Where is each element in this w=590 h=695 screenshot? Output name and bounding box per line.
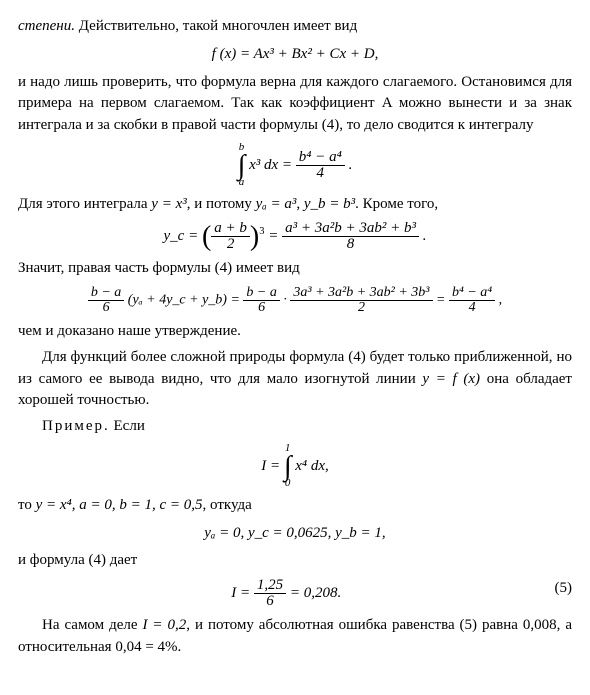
eq-values: yₐ = 0, y_c = 0,0625, y_b = 1, [18, 523, 572, 545]
para-6: Для функций более сложной природы формул… [18, 347, 572, 412]
t: . [423, 228, 427, 244]
t: · [283, 293, 290, 308]
eq-integral-1: b ∫ a x³ dx = b⁴ − a⁴ 4 . [18, 143, 572, 188]
integrand: x³ dx [249, 157, 278, 173]
eq-polynomial: f (x) = Ax³ + Bx² + Cx + D, [18, 44, 572, 66]
n: 1,25 [254, 578, 286, 594]
num: b⁴ − a⁴ [296, 150, 345, 166]
t: , a = 0, b = 1, c = 0,5 [72, 497, 203, 513]
frac: b⁴ − a⁴4 [449, 286, 495, 315]
para-4: Значит, правая часть формулы (4) имеет в… [18, 258, 572, 280]
integral-sign: 1 ∫ 0 [284, 444, 292, 489]
t: Для этого интеграла [18, 196, 151, 212]
frac: b⁴ − a⁴ 4 [296, 150, 345, 181]
d: 6 [243, 301, 279, 315]
lhs: I = [231, 585, 250, 601]
integrand: x⁴ dx, [295, 458, 329, 474]
para-example: Пример. Если [18, 416, 572, 438]
t: I = 0,2 [142, 617, 186, 633]
equation-number: (5) [555, 578, 573, 600]
lower-limit: a [238, 178, 246, 188]
t: Действительно, такой многочлен имеет вид [75, 18, 357, 34]
t: то [18, 497, 36, 513]
t: , откуда [203, 497, 252, 513]
d: 4 [449, 301, 495, 315]
num: a³ + 3a²b + 3ab² + b³ [282, 221, 419, 237]
lhs: I = [261, 458, 280, 474]
t: y = f (x) [422, 371, 480, 387]
frac: b − a6 [88, 286, 124, 315]
num: a + b [211, 221, 250, 237]
eq-result: I = 1,256 = 0,208. (5) [18, 578, 572, 609]
rhs: = 0,208. [290, 585, 341, 601]
para-9: и формула (4) дает [18, 550, 572, 572]
frac: a³ + 3a²b + 3ab² + b³8 [282, 221, 419, 252]
eq: = [282, 157, 296, 173]
d: 6 [88, 301, 124, 315]
den: 4 [296, 166, 345, 181]
n: 3a³ + 3a²b + 3ab² + 3b³ [290, 286, 432, 301]
t: y_b = b³ [304, 196, 355, 212]
den: 2 [211, 237, 250, 252]
d: 6 [254, 594, 286, 609]
t: степени. [18, 18, 75, 34]
t: = [436, 293, 449, 308]
lhs: y_c = [164, 228, 199, 244]
exp: 3 [259, 226, 264, 237]
t: y = x⁴ [36, 497, 72, 513]
t: y = x³ [151, 196, 186, 212]
t: , [499, 293, 503, 308]
n: b − a [88, 286, 124, 301]
t: yₐ = a³ [256, 196, 297, 212]
eq-integral-2: I = 1 ∫ 0 x⁴ dx, [18, 444, 572, 489]
frac: 1,256 [254, 578, 286, 609]
integral-sign: b ∫ a [238, 143, 246, 188]
t: . Кроме того, [355, 196, 438, 212]
lower: 0 [284, 479, 292, 489]
para-1: степени. Действительно, такой многочлен … [18, 16, 572, 38]
para-3: Для этого интеграла y = x³, и потому yₐ … [18, 194, 572, 216]
eq-rhs-4: b − a6 (yₐ + 4y_c + y_b) = b − a6 · 3a³ … [18, 286, 572, 315]
d: 2 [290, 301, 432, 315]
t: Если [110, 418, 145, 434]
n: b − a [243, 286, 279, 301]
frac: 3a³ + 3a²b + 3ab² + 3b³2 [290, 286, 432, 315]
n: b⁴ − a⁴ [449, 286, 495, 301]
t: На самом деле [42, 617, 142, 633]
frac: b − a6 [243, 286, 279, 315]
para-5: чем и доказано наше утверждение. [18, 321, 572, 343]
para-2: и надо лишь проверить, что формула верна… [18, 72, 572, 137]
example-label: Пример. [42, 418, 110, 434]
t: . [349, 157, 353, 173]
t: (yₐ + 4y_c + y_b) = [128, 293, 240, 308]
t: , и потому [187, 196, 256, 212]
den: 8 [282, 237, 419, 252]
eq: = [268, 228, 282, 244]
eq-yc: y_c = (a + b2)3 = a³ + 3a²b + 3ab² + b³8… [18, 221, 572, 252]
para-8: то y = x⁴, a = 0, b = 1, c = 0,5, откуда [18, 495, 572, 517]
para-10: На самом деле I = 0,2, и потому абсолютн… [18, 615, 572, 659]
frac: a + b2 [211, 221, 250, 252]
